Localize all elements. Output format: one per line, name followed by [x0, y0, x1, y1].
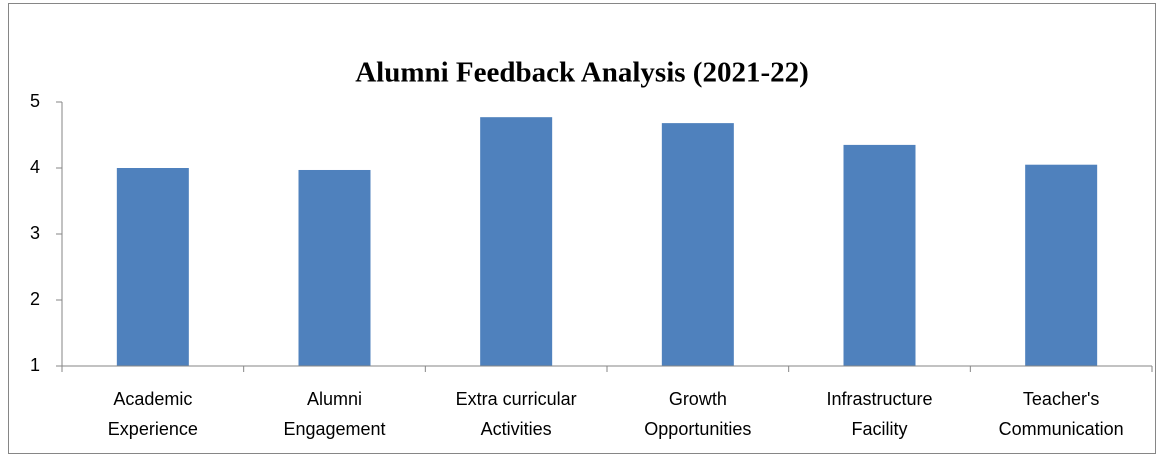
x-tick-label: Extra curricular [456, 389, 577, 409]
bar [1025, 164, 1098, 366]
bar [843, 144, 916, 366]
bar [116, 168, 189, 366]
chart-border [8, 3, 1156, 454]
x-tick-label: Academic [113, 389, 192, 409]
y-tick-label: 4 [30, 157, 40, 177]
x-tick-label: Opportunities [644, 419, 751, 439]
bar [661, 123, 734, 367]
bar [480, 117, 553, 367]
x-tick-label: Alumni [307, 389, 362, 409]
y-tick-label: 5 [30, 91, 40, 111]
x-tick-label: Facility [851, 419, 907, 439]
bar [298, 169, 371, 366]
chart-title: Alumni Feedback Analysis (2021-22) [355, 57, 809, 89]
x-tick-label: Experience [108, 419, 198, 439]
x-tick-label: Growth [669, 389, 727, 409]
y-tick-label: 1 [30, 355, 40, 375]
x-tick-label: Infrastructure [826, 389, 932, 409]
x-tick-label: Activities [481, 419, 552, 439]
x-tick-label: Communication [999, 419, 1124, 439]
x-tick-label: Engagement [283, 419, 385, 439]
x-tick-label: Teacher's [1023, 389, 1099, 409]
y-tick-label: 2 [30, 289, 40, 309]
y-tick-label: 3 [30, 223, 40, 243]
